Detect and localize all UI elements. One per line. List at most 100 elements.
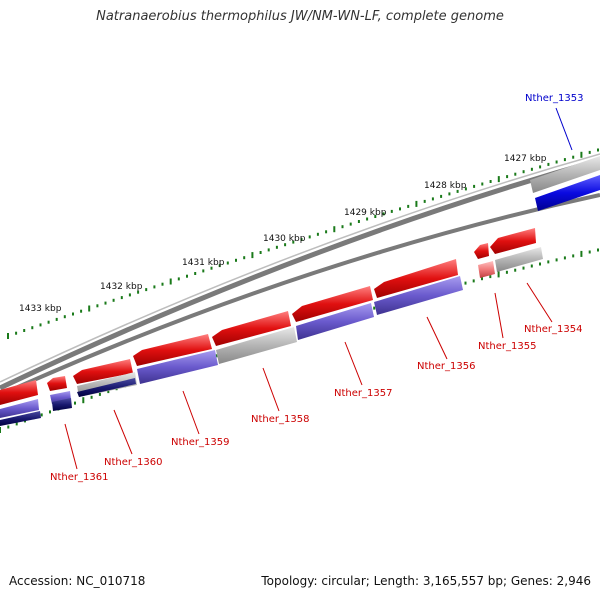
gene-label-1356[interactable]: Nther_1356 (417, 361, 475, 372)
outer-tick-6 (55, 317, 58, 321)
inner-tick-45 (373, 306, 376, 310)
gene-nther-1357-rna[interactable] (296, 303, 374, 340)
gene-nther-1361-navy[interactable] (52, 398, 72, 411)
leader-line-1359 (182, 390, 200, 435)
outer-tick-marks (7, 148, 599, 339)
gene-nther-1360-cds[interactable] (73, 359, 133, 384)
cds-grey-1353[interactable] (530, 156, 600, 193)
outer-tick-0 (7, 333, 9, 339)
gene-label-1357[interactable]: Nther_1357 (334, 388, 392, 399)
gene-nther-1357-cds[interactable] (292, 286, 373, 322)
inner-tick-0 (0, 427, 1, 433)
outer-tick-2 (23, 329, 26, 332)
outer-tick-51 (423, 199, 426, 203)
outer-tick-33 (275, 245, 278, 249)
outer-tick-23 (194, 272, 197, 275)
gene-label-1359[interactable]: Nther_1359 (171, 437, 229, 448)
outer-tick-48 (399, 207, 401, 211)
gene-nther-1353[interactable] (535, 175, 600, 211)
gene-nther-1360-navy[interactable] (77, 378, 136, 397)
tick-label-1429: 1429 kbp (344, 208, 387, 218)
gene-label-1361[interactable]: Nther_1361 (50, 472, 108, 483)
outer-tick-43 (357, 220, 360, 223)
outer-tick-54 (448, 192, 451, 196)
outer-tick-50 (415, 200, 418, 207)
inner-tick-5 (40, 413, 43, 417)
inner-tick-57 (472, 279, 475, 283)
outer-tick-45 (374, 215, 377, 218)
outer-tick-18 (153, 285, 156, 289)
outer-tick-68 (563, 158, 566, 162)
gene-label-1355[interactable]: Nther_1355 (478, 341, 536, 352)
outer-tick-19 (161, 282, 164, 286)
map-title: Natranaerobius thermophilus JW/NM-WN-LF,… (96, 9, 504, 24)
outer-tick-21 (177, 277, 180, 281)
gene-label-1358[interactable]: Nther_1358 (251, 414, 309, 425)
outer-tick-32 (267, 248, 270, 252)
outer-tick-30 (251, 252, 254, 259)
inner-tick-70 (580, 250, 583, 257)
leader-line-1361 (64, 423, 78, 470)
outer-tick-1 (15, 331, 18, 335)
inner-tick-62 (514, 268, 517, 272)
outer-tick-60 (497, 176, 500, 183)
outer-tick-59 (489, 180, 492, 183)
gene-nther-1356-cds[interactable] (374, 259, 458, 298)
gene-nther-1359-cds[interactable] (133, 334, 212, 366)
outer-tick-53 (440, 194, 443, 198)
outer-tick-65 (539, 165, 542, 169)
backbone-lower (0, 193, 600, 397)
inner-tick-64 (530, 264, 533, 268)
gene-nther-left-navy[interactable] (0, 411, 41, 426)
outer-tick-47 (390, 209, 393, 213)
inner-tick-69 (572, 254, 575, 258)
outer-tick-12 (104, 301, 107, 305)
gene-nther-left-cds[interactable] (0, 380, 38, 405)
inner-tick-2 (15, 422, 18, 426)
outer-tick-66 (547, 162, 550, 166)
inner-tick-9 (74, 401, 76, 405)
gene-nther-1359-rna[interactable] (137, 350, 218, 384)
gene-nther-1358-rna[interactable] (216, 327, 297, 364)
inner-tick-68 (563, 256, 566, 260)
outer-tick-62 (514, 172, 517, 176)
outer-tick-15 (128, 293, 131, 297)
outer-tick-70 (580, 151, 583, 158)
inner-tick-63 (522, 266, 525, 270)
outer-tick-24 (202, 269, 205, 273)
gene-label-1360[interactable]: Nther_1360 (104, 457, 162, 468)
outer-tick-36 (300, 238, 303, 241)
inner-tick-11 (90, 395, 93, 399)
inner-tick-56 (464, 281, 467, 285)
gene-nther-1354-rna[interactable] (495, 247, 543, 272)
outer-tick-31 (259, 251, 262, 254)
outer-tick-9 (80, 309, 83, 313)
outer-tick-64 (530, 167, 533, 171)
gene-nther-left-rna[interactable] (0, 399, 39, 418)
gene-nther-1355-rna[interactable] (478, 261, 495, 278)
inner-tick-60 (497, 271, 500, 278)
inner-tick-58 (481, 277, 483, 281)
outer-tick-69 (572, 155, 575, 159)
outer-tick-71 (588, 150, 591, 154)
inner-tick-71 (588, 250, 591, 254)
gene-nther-1354-cds[interactable] (490, 228, 536, 254)
outer-tick-46 (382, 212, 385, 216)
outer-tick-8 (72, 312, 74, 316)
gene-nther-1356-rna[interactable] (374, 276, 463, 315)
outer-tick-63 (522, 170, 525, 174)
gene-nther-1358-cds[interactable] (212, 311, 291, 346)
outer-tick-35 (292, 240, 295, 244)
accession-text: Accession: NC_010718 (9, 574, 146, 588)
gene-nther-1355-cds[interactable] (474, 243, 489, 259)
outer-tick-7 (63, 315, 66, 319)
gene-label-1354[interactable]: Nther_1354 (524, 324, 582, 335)
tick-label-1430: 1430 kbp (263, 234, 306, 244)
outer-tick-41 (341, 225, 344, 229)
gene-nther-1361-cds[interactable] (47, 376, 67, 391)
outer-tick-17 (145, 288, 148, 292)
outer-tick-5 (47, 320, 50, 324)
outer-tick-49 (407, 204, 410, 208)
gene-label-1353[interactable]: Nther_1353 (525, 93, 583, 104)
outer-tick-4 (39, 323, 42, 327)
